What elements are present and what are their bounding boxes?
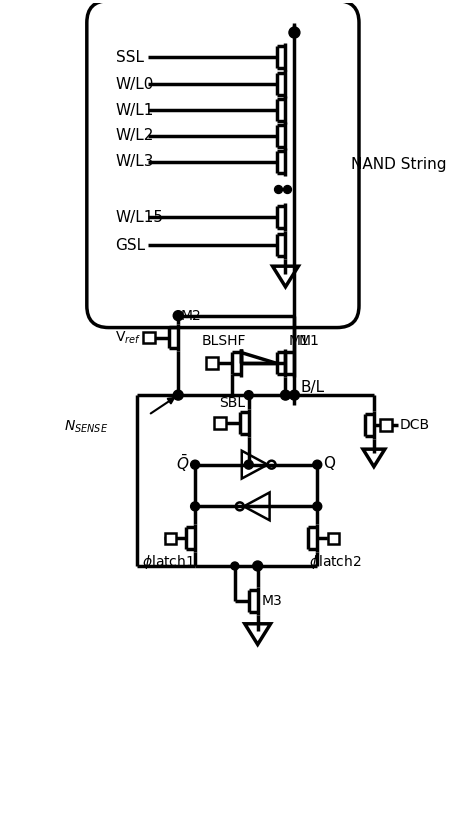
Bar [165, 533, 176, 544]
Text: W/L0: W/L0 [116, 77, 154, 92]
Bar [380, 419, 392, 431]
Text: BLSHF: BLSHF [201, 334, 246, 348]
Text: W/L2: W/L2 [116, 129, 154, 144]
Circle shape [244, 460, 253, 469]
Circle shape [313, 460, 322, 469]
Text: M1: M1 [299, 334, 319, 348]
Text: Q: Q [323, 456, 335, 471]
Bar [144, 332, 155, 343]
Bar [206, 357, 218, 370]
Text: $\bar{Q}$: $\bar{Q}$ [176, 453, 189, 474]
Text: $\phi$latch2: $\phi$latch2 [309, 553, 362, 571]
Text: V$_{ref}$: V$_{ref}$ [115, 329, 141, 346]
Text: SSL: SSL [116, 50, 144, 65]
Circle shape [231, 562, 239, 570]
Text: NAND String: NAND String [351, 157, 447, 172]
Text: W/L1: W/L1 [116, 102, 154, 117]
Circle shape [313, 502, 322, 511]
Circle shape [281, 390, 291, 400]
Text: DCB: DCB [400, 418, 430, 432]
Text: W/L15: W/L15 [116, 210, 164, 224]
Circle shape [173, 390, 183, 400]
Text: W/L3: W/L3 [116, 154, 154, 169]
Circle shape [289, 27, 300, 38]
Text: $\phi$latch1: $\phi$latch1 [142, 553, 195, 571]
Circle shape [274, 186, 283, 194]
Text: M1: M1 [289, 334, 310, 348]
Circle shape [283, 186, 292, 194]
Circle shape [191, 502, 200, 511]
Circle shape [173, 311, 183, 321]
Bar [328, 533, 338, 544]
Circle shape [244, 391, 253, 399]
Bar [214, 417, 226, 429]
Text: GSL: GSL [116, 238, 146, 252]
Text: $N_{SENSE}$: $N_{SENSE}$ [64, 419, 108, 435]
Text: B/L: B/L [301, 380, 325, 394]
Text: M2: M2 [180, 309, 201, 323]
Text: SBL: SBL [219, 396, 245, 410]
Circle shape [290, 390, 300, 400]
Text: M3: M3 [262, 594, 283, 608]
Circle shape [253, 561, 263, 571]
FancyBboxPatch shape [87, 1, 359, 328]
Circle shape [191, 460, 200, 469]
